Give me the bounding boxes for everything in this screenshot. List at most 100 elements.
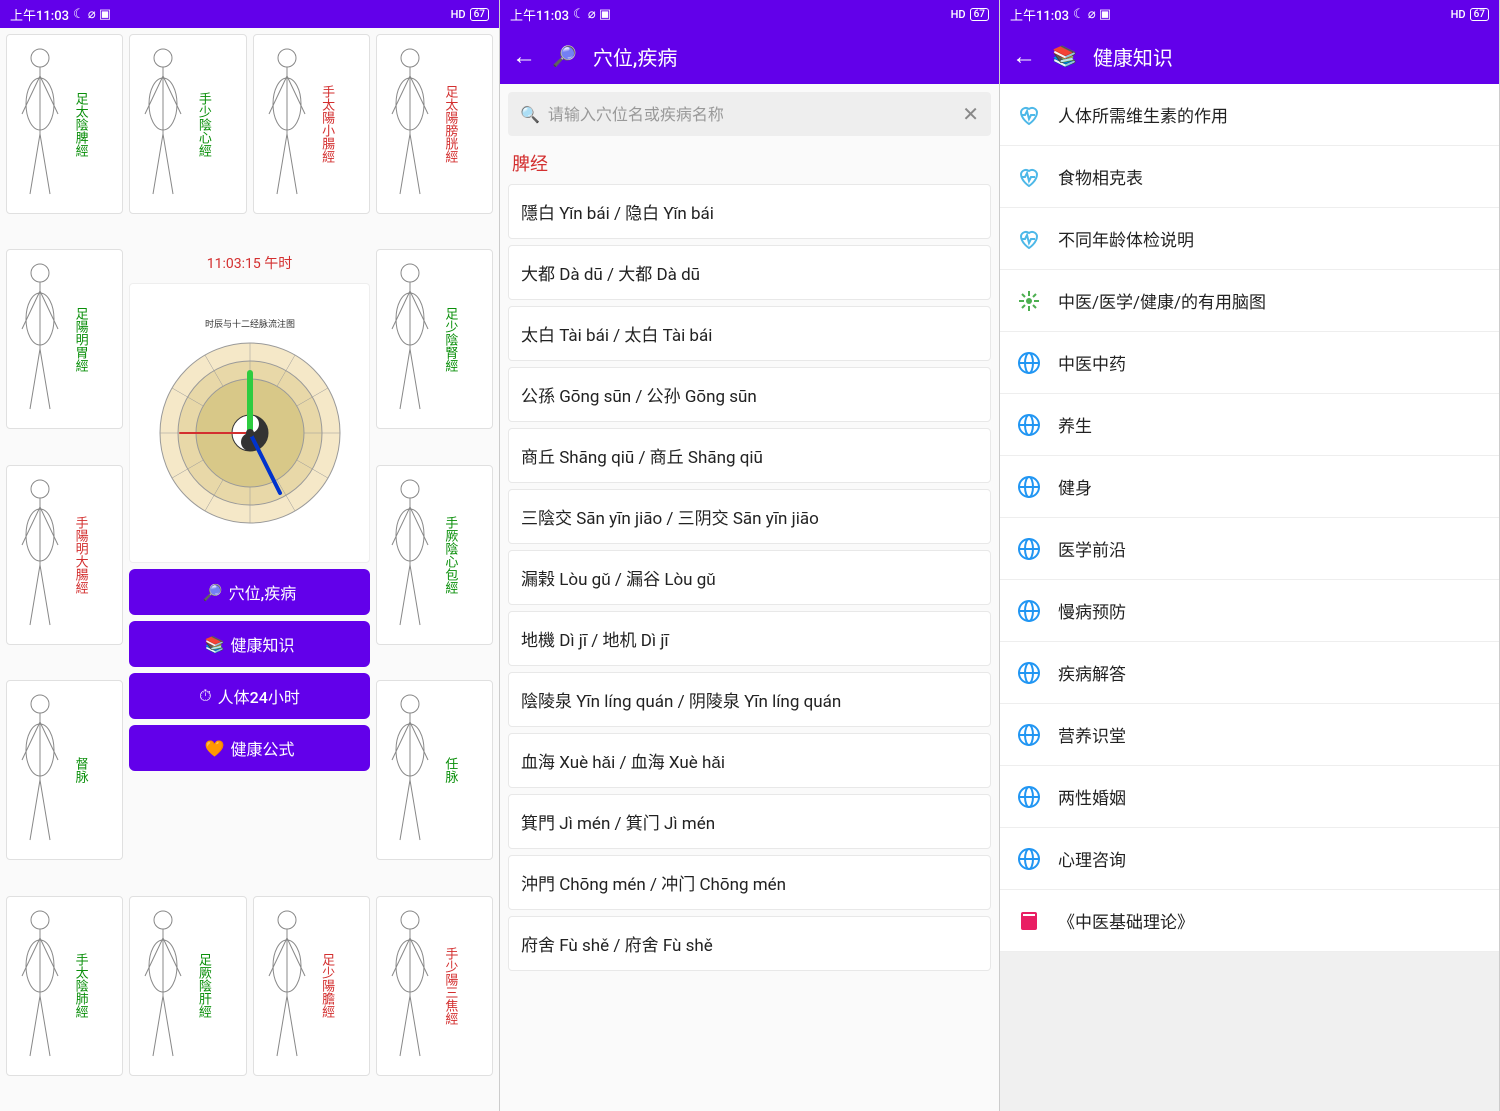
globe-icon: [1016, 846, 1042, 872]
acupoint-item[interactable]: 血海 Xuè hǎi / 血海 Xuè hǎi: [508, 733, 991, 788]
button-icon: 🔎: [203, 583, 223, 602]
knowledge-label: 医学前沿: [1058, 536, 1126, 561]
meridian-card[interactable]: 足太陰脾經: [6, 34, 123, 214]
knowledge-item[interactable]: 慢病预防: [1000, 580, 1499, 642]
meridian-label: 手太陽小腸經: [319, 85, 335, 163]
meridian-card[interactable]: 手厥陰心包經: [376, 465, 493, 645]
meridian-card[interactable]: 足少陽膽經: [253, 896, 370, 1076]
acupoint-item[interactable]: 沖門 Chōng mén / 冲门 Chōng mén: [508, 855, 991, 910]
meridian-label: 任脉: [442, 757, 458, 783]
app-bar-title: 健康知识: [1093, 42, 1173, 71]
knowledge-item[interactable]: 营养识堂: [1000, 704, 1499, 766]
app-bar-icon: 🔎: [552, 44, 577, 68]
meridian-label: 手少陽三焦經: [442, 947, 458, 1025]
hd-icon: HD: [451, 8, 466, 21]
section-title: 脾经: [508, 142, 991, 178]
globe-icon: [1016, 536, 1042, 562]
globe-icon: [1016, 598, 1042, 624]
status-icons: ☾ ⌀ ▣: [1073, 7, 1111, 22]
star-icon: [1016, 288, 1042, 314]
knowledge-item[interactable]: 养生: [1000, 394, 1499, 456]
knowledge-label: 养生: [1058, 412, 1092, 437]
knowledge-label: 慢病预防: [1058, 598, 1126, 623]
knowledge-item[interactable]: 《中医基础理论》: [1000, 890, 1499, 952]
button-label: 人体24小时: [218, 684, 300, 708]
battery-icon: 67: [1470, 8, 1489, 21]
screen-search: 上午11:03 ☾ ⌀ ▣ HD 67 ← 🔎 穴位,疾病 🔍 ✕ 脾经 隱白 …: [500, 0, 1000, 1111]
globe-icon: [1016, 784, 1042, 810]
meridian-card[interactable]: 足太陽膀胱經: [376, 34, 493, 214]
meridian-card[interactable]: 足陽明胃經: [6, 249, 123, 429]
search-box[interactable]: 🔍 ✕: [508, 92, 991, 136]
back-icon[interactable]: ←: [1012, 42, 1036, 71]
button-label: 健康公式: [230, 736, 294, 760]
knowledge-item[interactable]: 健身: [1000, 456, 1499, 518]
meridian-label: 足太陽膀胱經: [442, 85, 458, 163]
meridian-card[interactable]: 督脉: [6, 680, 123, 860]
knowledge-label: 疾病解答: [1058, 660, 1126, 685]
acupoint-item[interactable]: 陰陵泉 Yīn líng quán / 阴陵泉 Yīn líng quán: [508, 672, 991, 727]
meridian-clock[interactable]: 时辰与十二经脉流注图: [129, 283, 370, 563]
acupoint-item[interactable]: 地機 Dì jī / 地机 Dì jī: [508, 611, 991, 666]
meridian-label: 足少陽膽經: [319, 953, 335, 1018]
knowledge-item[interactable]: 心理咨询: [1000, 828, 1499, 890]
app-bar-title: 穴位,疾病: [593, 42, 677, 71]
button-icon: 📚: [205, 635, 225, 654]
battery-icon: 67: [970, 8, 989, 21]
knowledge-item[interactable]: 人体所需维生素的作用: [1000, 84, 1499, 146]
status-bar: 上午11:03 ☾ ⌀ ▣ HD 67: [500, 0, 999, 28]
search-icon: 🔍: [520, 105, 540, 124]
acupoint-item[interactable]: 商丘 Shāng qiū / 商丘 Shāng qiū: [508, 428, 991, 483]
knowledge-label: 营养识堂: [1058, 722, 1126, 747]
search-input[interactable]: [548, 105, 954, 124]
search-body: 🔍 ✕ 脾经 隱白 Yǐn bái / 隐白 Yǐn bái 大都 Dà dū /…: [500, 84, 999, 1111]
knowledge-item[interactable]: 两性婚姻: [1000, 766, 1499, 828]
meridian-label: 足太陰脾經: [72, 92, 88, 157]
knowledge-item[interactable]: 医学前沿: [1000, 518, 1499, 580]
heart-icon: [1016, 102, 1042, 128]
nav-button-0[interactable]: 🔎穴位,疾病: [129, 569, 370, 615]
acupoint-item[interactable]: 漏榖 Lòu gǔ / 漏谷 Lòu gǔ: [508, 550, 991, 605]
knowledge-item[interactable]: 不同年龄体检说明: [1000, 208, 1499, 270]
knowledge-item[interactable]: 中医中药: [1000, 332, 1499, 394]
app-bar: ← 📚 健康知识: [1000, 28, 1499, 84]
knowledge-item[interactable]: 疾病解答: [1000, 642, 1499, 704]
meridian-card[interactable]: 任脉: [376, 680, 493, 860]
meridian-label: 督脉: [72, 757, 88, 783]
back-icon[interactable]: ←: [512, 42, 536, 71]
acupoint-item[interactable]: 太白 Tài bái / 太白 Tài bái: [508, 306, 991, 361]
globe-icon: [1016, 722, 1042, 748]
acupoint-item[interactable]: 隱白 Yǐn bái / 隐白 Yǐn bái: [508, 184, 991, 239]
acupoint-item[interactable]: 公孫 Gōng sūn / 公孙 Gōng sūn: [508, 367, 991, 422]
meridian-card[interactable]: 手少陽三焦經: [376, 896, 493, 1076]
knowledge-item[interactable]: 食物相克表: [1000, 146, 1499, 208]
nav-button-2[interactable]: ⏱人体24小时: [129, 673, 370, 719]
meridian-label: 足陽明胃經: [72, 307, 88, 372]
acupoint-item[interactable]: 府舍 Fù shě / 府舍 Fù shě: [508, 916, 991, 971]
meridian-card[interactable]: 手太陽小腸經: [253, 34, 370, 214]
status-bar: 上午11:03 ☾ ⌀ ▣ HD 67: [1000, 0, 1499, 28]
globe-icon: [1016, 660, 1042, 686]
button-label: 健康知识: [230, 632, 294, 656]
button-icon: 🧡: [205, 739, 225, 758]
nav-button-3[interactable]: 🧡 健康公式: [129, 725, 370, 771]
nav-button-1[interactable]: 📚 健康知识: [129, 621, 370, 667]
knowledge-label: 健身: [1058, 474, 1092, 499]
screen-home: 上午11:03 ☾ ⌀ ▣ HD 67 足太陰脾經 手少陰心經: [0, 0, 500, 1111]
hd-icon: HD: [951, 8, 966, 21]
acupoint-item[interactable]: 箕門 Jì mén / 箕门 Jì mén: [508, 794, 991, 849]
knowledge-item[interactable]: 中医/医学/健康/的有用脑图: [1000, 270, 1499, 332]
meridian-card[interactable]: 手少陰心經: [129, 34, 246, 214]
globe-icon: [1016, 350, 1042, 376]
meridian-card[interactable]: 手陽明大腸經: [6, 465, 123, 645]
meridian-card[interactable]: 足少陰腎經: [376, 249, 493, 429]
meridian-label: 足厥陰肝經: [195, 953, 211, 1018]
acupoint-item[interactable]: 三陰交 Sān yīn jiāo / 三阴交 Sān yīn jiāo: [508, 489, 991, 544]
globe-icon: [1016, 474, 1042, 500]
acupoint-item[interactable]: 大都 Dà dū / 大都 Dà dū: [508, 245, 991, 300]
clear-icon[interactable]: ✕: [962, 102, 979, 126]
knowledge-list: 人体所需维生素的作用 食物相克表 不同年龄体检说明 中医/医学/健康/的有用脑图…: [1000, 84, 1499, 1111]
meridian-card[interactable]: 足厥陰肝經: [129, 896, 246, 1076]
status-icons: ☾ ⌀ ▣: [573, 7, 611, 22]
meridian-card[interactable]: 手太陰肺經: [6, 896, 123, 1076]
